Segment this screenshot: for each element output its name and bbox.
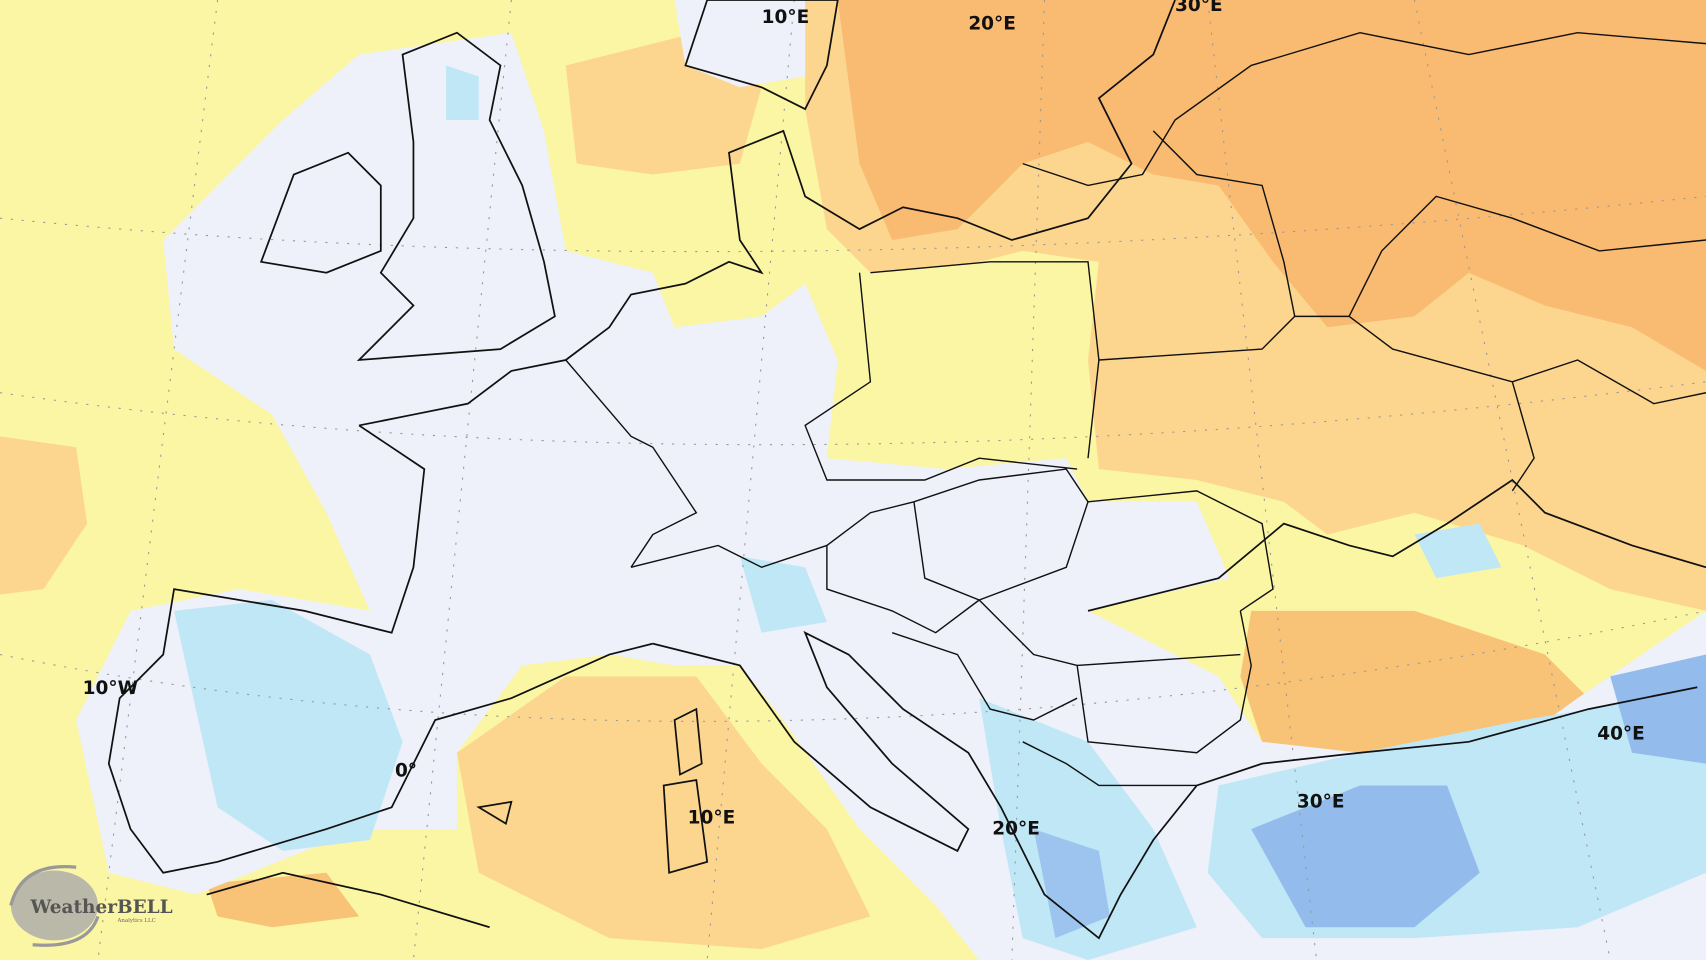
logo-subtitle: Analytics LLC xyxy=(117,918,156,924)
coastlines xyxy=(107,0,1706,940)
logo-name: WeatherBELL xyxy=(29,897,172,918)
longitude-labels: 10°E 20°E 30°E 10°W 0° 10°E 20°E 30°E 40… xyxy=(83,0,1645,840)
label-40e: 40°E xyxy=(1597,724,1645,745)
label-20e-bottom: 20°E xyxy=(992,819,1040,840)
country-borders xyxy=(565,31,1706,787)
label-10e-bottom: 10°E xyxy=(688,808,736,829)
label-30e-top: 30°E xyxy=(1175,0,1223,16)
label-30e-bottom: 30°E xyxy=(1297,791,1345,812)
label-20e-top: 20°E xyxy=(968,13,1016,34)
near-normal-areas xyxy=(76,0,1706,960)
label-10e-top: 10°E xyxy=(762,7,810,28)
cool-anomaly-areas xyxy=(174,65,1706,960)
label-10w: 10°W xyxy=(83,678,138,699)
weatherbell-logo: WeatherBELL Analytics LLC xyxy=(9,865,173,947)
label-0: 0° xyxy=(395,761,417,782)
